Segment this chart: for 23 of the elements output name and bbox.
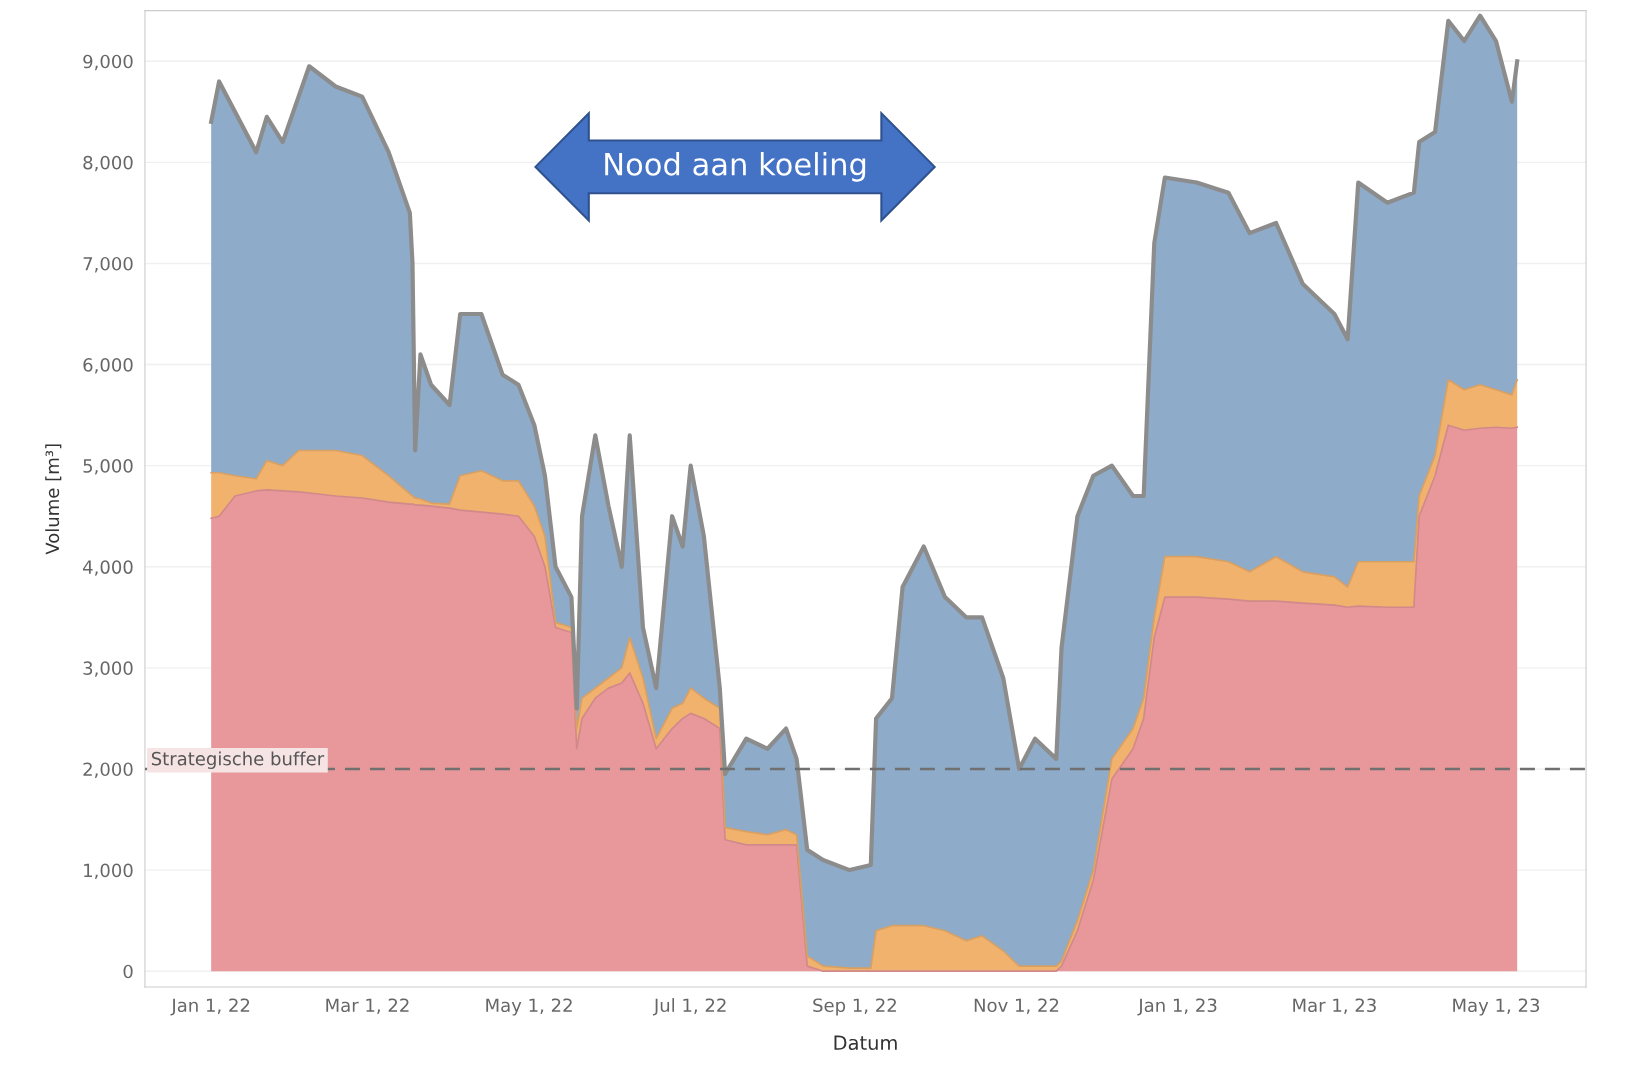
- y-tick-label: 4,000: [83, 560, 133, 576]
- y-tick-label: 6,000: [83, 358, 133, 374]
- y-tick-label: 3,000: [83, 661, 133, 677]
- annotation: Nood aan koeling: [605, 152, 866, 182]
- y-tick-label: 8,000: [83, 155, 133, 172]
- y-tick-label: 7,000: [83, 256, 133, 273]
- x-tick-label: Sep 1, 22: [813, 998, 896, 1016]
- y-tick-label: 9,000: [83, 54, 133, 71]
- x-tick-label: Nov 1, 22: [974, 998, 1059, 1014]
- x-tick-label: Jul 1, 22: [652, 998, 726, 1016]
- y-axis-title: Volume [m³]: [45, 444, 62, 555]
- y-tick-label: 0: [123, 964, 133, 979]
- x-tick-label: May 1, 22: [486, 998, 572, 1016]
- x-tick-label: Mar 1, 23: [1293, 998, 1376, 1014]
- x-axis-title: Datum: [834, 1035, 897, 1051]
- x-tick-label: Jan 1, 22: [170, 998, 250, 1016]
- x-tick-label: May 1, 23: [1453, 998, 1540, 1016]
- x-tick-label: Jan 1, 23: [1137, 998, 1217, 1016]
- y-tick-label: 1,000: [84, 863, 133, 880]
- x-tick-label: Mar 1, 22: [326, 998, 409, 1014]
- ref-line-label: Strategische buffer: [151, 751, 325, 769]
- y-tick-label: 5,000: [83, 459, 133, 475]
- y-tick-label: 2,000: [83, 762, 133, 778]
